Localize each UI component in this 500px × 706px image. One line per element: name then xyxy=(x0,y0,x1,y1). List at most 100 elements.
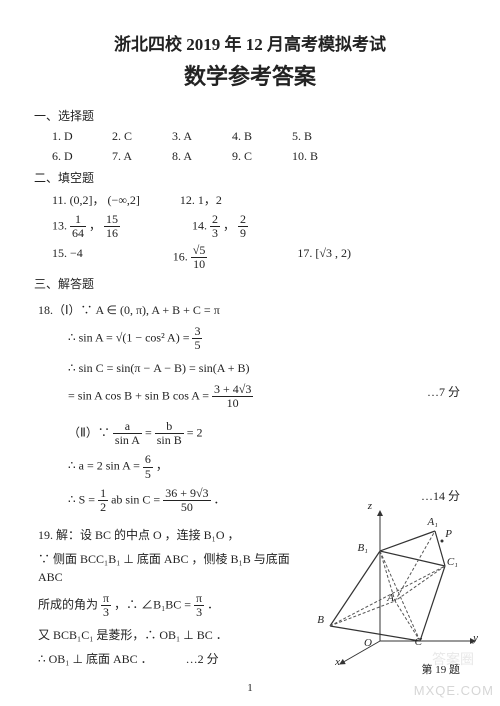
numerator: 1 xyxy=(70,213,86,227)
section-solve: 三、解答题 xyxy=(34,275,466,293)
denominator: 5 xyxy=(192,339,202,352)
axis-x-label: x xyxy=(335,654,340,671)
vertex-C1: C₁ xyxy=(447,554,458,571)
q18-line: ∴ sin A = √(1 − cos² A) = 35 xyxy=(34,325,466,352)
q15: 15. −4 xyxy=(52,244,83,271)
mc-item: 3. A xyxy=(172,127,232,145)
points: …2 分 xyxy=(186,652,219,666)
q18: 18.（Ⅰ）∵ A ∈ (0, π), A + B + C = π ∴ sin … xyxy=(34,301,466,514)
mc-num: 5. xyxy=(292,129,301,143)
q-text: (0,2]， (−∞,2] xyxy=(70,193,140,207)
fraction: √510 xyxy=(191,244,208,271)
mc-num: 1. xyxy=(52,129,61,143)
mc-ans: B xyxy=(244,129,252,143)
expr: ∴ a = 2 sin A = xyxy=(68,459,140,473)
expr: ． xyxy=(214,492,226,506)
fraction: π3 xyxy=(194,592,204,619)
q18-line: = sin A cos B + sin B cos A = 3 + 4√310 … xyxy=(34,383,466,410)
fraction: asin A xyxy=(113,420,142,447)
denominator: sin B xyxy=(155,434,184,447)
mc-item: 6. D xyxy=(52,147,112,165)
denominator: 2 xyxy=(98,501,108,514)
mc-item: 7. A xyxy=(112,147,172,165)
mc-num: 8. xyxy=(172,149,181,163)
q-text: 1，2 xyxy=(198,193,222,207)
sep: ， xyxy=(223,218,235,232)
mc-row-1: 1. D 2. C 3. A 4. B 5. B xyxy=(34,127,466,145)
fraction: bsin B xyxy=(155,420,184,447)
axis-z-label: z xyxy=(368,498,372,515)
q-label: 12. xyxy=(180,193,195,207)
mc-num: 3. xyxy=(172,129,181,143)
denominator: 3 xyxy=(210,227,220,240)
numerator: 2 xyxy=(210,213,220,227)
expr: ∴ OB₁ ⊥ 底面 ABC ． xyxy=(38,652,153,666)
fraction: 65 xyxy=(143,453,153,480)
q18-line: ∴ sin C = sin(π − A − B) = sin(A + B) xyxy=(34,359,466,377)
expr: ∴ S = xyxy=(68,492,95,506)
vertex-A: A xyxy=(387,590,394,607)
q-text: [√3 , 2) xyxy=(315,246,351,260)
q-label: 11. xyxy=(52,193,67,207)
vertex-P: P xyxy=(445,526,452,543)
section-mc: 一、选择题 xyxy=(34,107,466,125)
q-label: 13. xyxy=(52,218,67,232)
numerator: 2 xyxy=(238,213,248,227)
mc-ans: B xyxy=(304,129,312,143)
numerator: 15 xyxy=(104,213,120,227)
title-line1: 浙北四校 2019 年 12 月高考模拟考试 xyxy=(34,32,466,58)
vertex-O: O xyxy=(364,635,372,652)
denominator: 64 xyxy=(70,227,86,240)
q14: 14. 23 ， 29 xyxy=(192,213,248,240)
numerator: 3 + 4√3 xyxy=(212,383,253,397)
sep: ， xyxy=(89,218,101,232)
mc-item: 4. B xyxy=(232,127,292,145)
numerator: 6 xyxy=(143,453,153,467)
numerator: √5 xyxy=(191,244,208,258)
denominator: 3 xyxy=(194,606,204,619)
q19-line: ∴ OB₁ ⊥ 底面 ABC ． …2 分 xyxy=(34,650,304,668)
q12: 12. 1，2 xyxy=(180,191,222,209)
mc-ans: C xyxy=(124,129,132,143)
fraction: 3 + 4√310 xyxy=(212,383,253,410)
q-label: 15. xyxy=(52,246,67,260)
fraction: 12 xyxy=(98,487,108,514)
q11: 11. (0,2]， (−∞,2] xyxy=(52,191,140,209)
q13: 13. 164 ， 1516 xyxy=(52,213,120,240)
axis-y-label: y xyxy=(473,630,478,647)
watermark-cn: 答案圈 xyxy=(432,649,474,670)
numerator: 36 + 9√3 xyxy=(163,487,210,501)
expr: = 2 xyxy=(187,425,203,439)
mc-item: 9. C xyxy=(232,147,292,165)
denominator: 10 xyxy=(212,397,253,410)
mc-item: 8. A xyxy=(172,147,232,165)
fill-row: 15. −4 16. √510 17. [√3 , 2) xyxy=(34,244,466,271)
q18-part2: （Ⅱ）∵ asin A = bsin B = 2 xyxy=(34,420,466,447)
fraction: 23 xyxy=(210,213,220,240)
fraction: 164 xyxy=(70,213,86,240)
denominator: 9 xyxy=(238,227,248,240)
mc-ans: A xyxy=(183,149,192,163)
fraction: π3 xyxy=(101,592,111,619)
denominator: 50 xyxy=(163,501,210,514)
mc-item: 2. C xyxy=(112,127,172,145)
numerator: 1 xyxy=(98,487,108,501)
title-line2: 数学参考答案 xyxy=(34,60,466,93)
numerator: π xyxy=(194,592,204,606)
denominator: sin A xyxy=(113,434,142,447)
expr: ， xyxy=(156,459,168,473)
points: …7 分 xyxy=(427,383,460,401)
mc-num: 9. xyxy=(232,149,241,163)
mc-ans: B xyxy=(310,149,318,163)
denominator: 3 xyxy=(101,606,111,619)
mc-row-2: 6. D 7. A 8. A 9. C 10. B xyxy=(34,147,466,165)
numerator: π xyxy=(101,592,111,606)
section-fill: 二、填空题 xyxy=(34,169,466,187)
points: …14 分 xyxy=(421,487,460,505)
mc-num: 6. xyxy=(52,149,61,163)
expr: 所成的角为 xyxy=(38,598,98,612)
mc-num: 4. xyxy=(232,129,241,143)
vertex-B1: B₁ xyxy=(357,540,368,557)
expr: ∴ sin A = √(1 − cos² A) = xyxy=(68,331,189,345)
q16: 16. √510 xyxy=(173,244,208,271)
